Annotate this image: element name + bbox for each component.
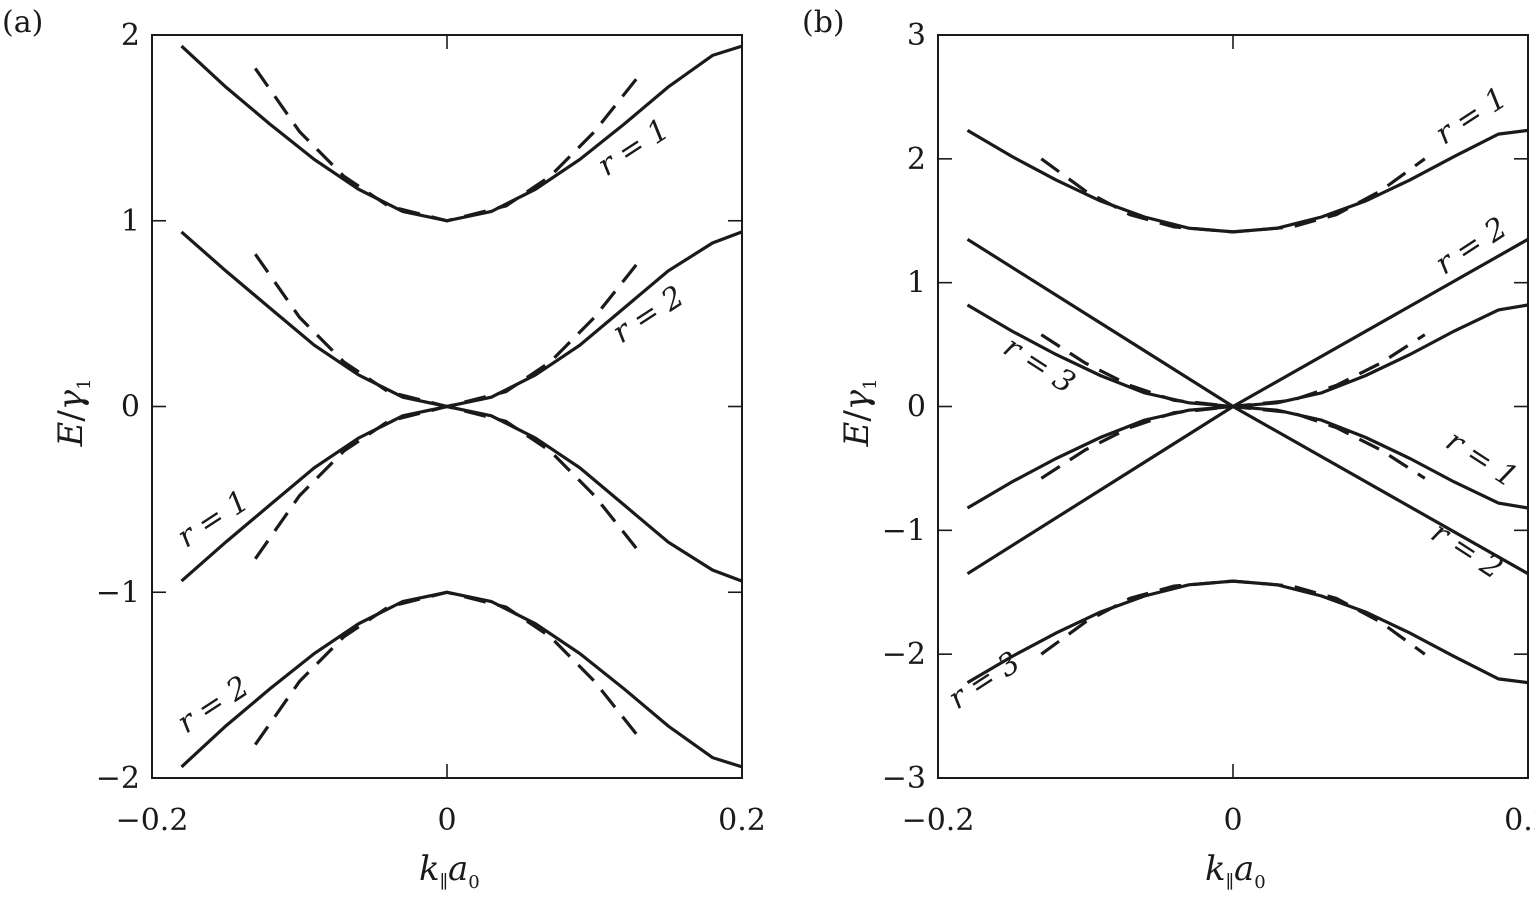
curve-annotation-b-1: r = 1	[1429, 80, 1513, 152]
panel-b: (b) −3 −2 −1 0 1 2 3 −0.2 0 0.2 k∥a0 E/γ1 r = 1 r = 2 r…	[802, 5, 1535, 893]
y-tick-label-a: 0	[121, 390, 140, 425]
y-tick-label-b: 3	[907, 18, 926, 53]
dashed-curve-b-3	[1040, 404, 1426, 480]
y-tick-label-a: −2	[96, 761, 140, 796]
y-tick-label-b: −3	[882, 761, 926, 796]
y-tick-label-a: 2	[121, 18, 140, 53]
solid-curve-b-1	[966, 128, 1529, 234]
y-tick-label-b: 2	[907, 142, 926, 177]
x-tick-label-b: 0	[1223, 803, 1242, 838]
curve-annotation-b-4: r = 1	[1439, 423, 1523, 495]
y-tick-label-a: 1	[121, 204, 140, 239]
x-axis-label-b: k∥a0	[1205, 849, 1266, 893]
curve-annotation-b-3: r = 3	[997, 329, 1081, 401]
solid-curve-b-3	[966, 303, 1529, 409]
curve-annotation-a-3: r = 1	[171, 483, 255, 555]
y-tick-label-b: −2	[882, 637, 926, 672]
solid-curve-a-4	[180, 590, 743, 769]
y-tick-label-b: 1	[907, 266, 926, 301]
panel-label-b: (b)	[802, 5, 845, 40]
y-tick-label-b: −1	[882, 513, 926, 548]
curve-annotation-b-6: r = 3	[942, 645, 1026, 717]
x-tick-label-a: −0.2	[116, 803, 189, 838]
panel-a: (a) −2 −1 0 1 2 −0.2 0 0.2 k∥a0 E/γ1 r = 1 r = 2 r = …	[2, 5, 766, 893]
dashed-curve-a-2	[253, 253, 641, 409]
x-tick-label-a: 0.2	[718, 803, 766, 838]
solid-curve-b-6	[966, 579, 1529, 685]
solid-curve-a-3	[180, 404, 743, 583]
dashed-curve-b-2	[1040, 333, 1426, 409]
dashed-curve-a-1	[253, 67, 641, 223]
x-tick-label-b: −0.2	[902, 803, 975, 838]
dashed-curve-b-4	[1040, 579, 1426, 656]
panel-label-a: (a)	[2, 5, 43, 40]
curve-annotation-b-5: r = 2	[1425, 515, 1509, 587]
y-axis-label-b: E/γ1	[837, 378, 881, 447]
x-tick-label-b: 0.2	[1504, 803, 1535, 838]
curve-annotation-a-4: r = 2	[171, 669, 255, 741]
x-axis-label-a: k∥a0	[419, 849, 480, 893]
curve-annotation-a-2: r = 2	[606, 279, 690, 351]
solid-curve-b-4	[966, 404, 1529, 510]
curve-annotation-a-1: r = 1	[592, 112, 676, 184]
x-tick-label-a: 0	[437, 803, 456, 838]
dashed-curve-a-3	[253, 404, 641, 560]
y-tick-label-b: 0	[907, 390, 926, 425]
y-axis-label-a: E/γ1	[51, 378, 95, 447]
dashed-curve-b-1	[1040, 157, 1426, 234]
dashed-curve-a-4	[253, 590, 641, 746]
y-tick-label-a: −1	[96, 575, 140, 610]
